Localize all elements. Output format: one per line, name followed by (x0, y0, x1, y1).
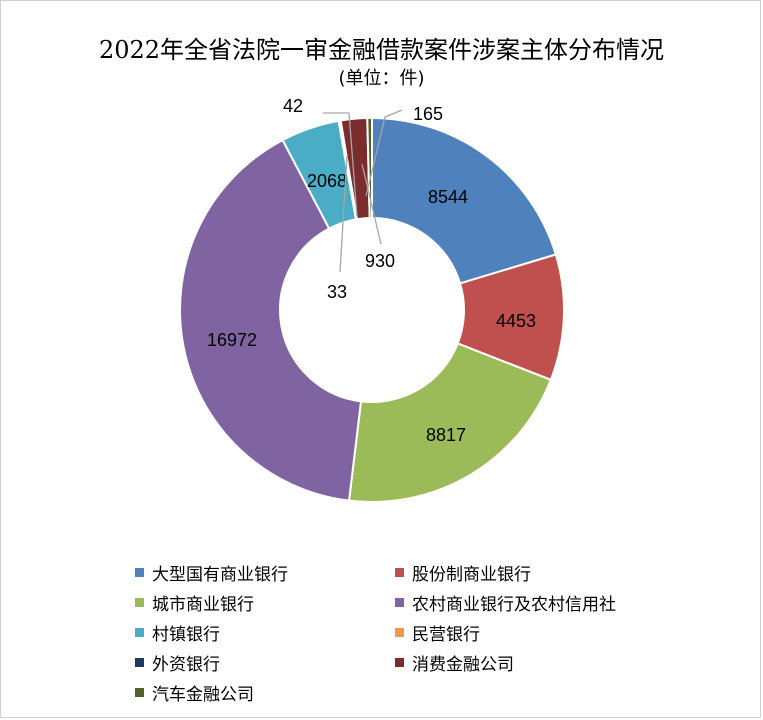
legend-swatch (395, 628, 404, 637)
data-label-consumer-finance: 930 (365, 251, 395, 271)
chart-title: 2022年全省法院一审金融借款案件涉案主体分布情况 (98, 36, 665, 64)
legend-item-large-state-banks: 大型国有商业银行 (135, 560, 288, 585)
legend-swatch (135, 658, 144, 667)
data-label-rural-commercial-banks: 16972 (207, 330, 257, 350)
legend-swatch (135, 568, 144, 577)
slice-auto-finance (366, 116, 373, 220)
legend-swatch (135, 688, 144, 697)
data-label-large-state-banks: 8544 (428, 187, 468, 207)
legend-label: 消费金融公司 (412, 655, 514, 675)
legend-label: 村镇银行 (152, 625, 220, 645)
data-label-joint-stock-banks: 4453 (496, 311, 536, 331)
legend-label: 农村商业银行及农村信用社 (412, 595, 616, 615)
leader-line-private-banks (323, 112, 358, 217)
data-label-foreign-banks: 33 (327, 282, 347, 302)
chart-subtitle: (单位：件) (338, 68, 425, 89)
leader-line-foreign-banks (339, 155, 348, 273)
legend-item-rural-commercial-banks: 农村商业银行及农村信用社 (395, 590, 616, 615)
legend-swatch (395, 598, 404, 607)
legend-label: 民营银行 (412, 625, 480, 645)
legend-item-auto-finance: 汽车金融公司 (135, 680, 254, 705)
slice-rural-commercial-banks (179, 138, 363, 502)
legend-item-private-banks: 民营银行 (395, 620, 480, 645)
leader-line-auto-finance (365, 109, 403, 197)
legend-swatch (135, 628, 144, 637)
donut-chart: 8544 4453 8817 16972 2068 42 33 930 165 (179, 96, 565, 503)
slice-city-commercial-banks (347, 342, 553, 503)
legend-swatch (135, 598, 144, 607)
leader-line-consumer-finance (361, 163, 382, 245)
data-label-village-banks: 2068 (307, 171, 347, 191)
legend-label: 城市商业银行 (152, 595, 254, 615)
legend-item-foreign-banks: 外资银行 (135, 650, 220, 675)
legend-label: 大型国有商业银行 (152, 565, 288, 585)
legend-item-consumer-finance: 消费金融公司 (395, 650, 514, 675)
data-label-private-banks: 42 (283, 96, 303, 116)
legend-label: 外资银行 (152, 655, 220, 675)
legend-item-joint-stock-banks: 股份制商业银行 (395, 560, 531, 585)
legend-label: 汽车金融公司 (152, 685, 254, 705)
legend-item-village-banks: 村镇银行 (135, 620, 220, 645)
legend-swatch (395, 568, 404, 577)
data-label-city-commercial-banks: 8817 (426, 425, 466, 445)
data-label-auto-finance: 165 (413, 104, 443, 124)
slice-large-state-banks (371, 116, 558, 285)
legend-swatch (395, 658, 404, 667)
legend-label: 股份制商业银行 (412, 565, 531, 585)
legend-item-city-commercial-banks: 城市商业银行 (135, 590, 254, 615)
